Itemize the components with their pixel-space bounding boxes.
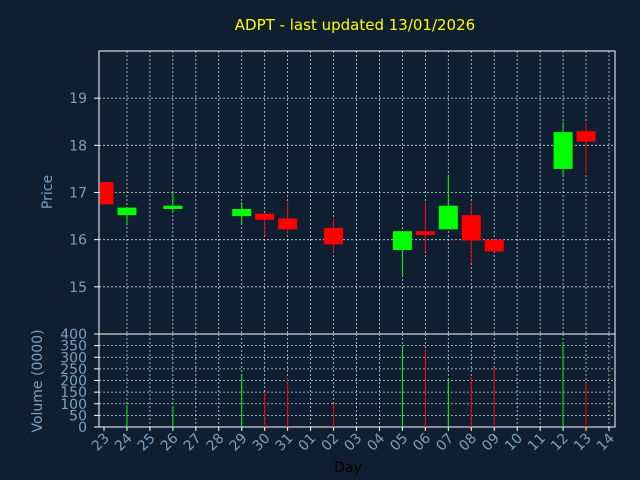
x-tick-label: 24	[112, 430, 136, 454]
price-axis-label: Price	[40, 175, 56, 209]
x-tick-label: 04	[364, 430, 388, 454]
x-tick-label: 28	[204, 431, 228, 455]
price-tick-label: 16	[69, 233, 87, 249]
candle-body-05	[392, 231, 412, 251]
candle-body-02	[324, 227, 344, 245]
x-tick-label: 06	[410, 430, 434, 454]
x-tick-label: 10	[502, 431, 526, 455]
x-tick-label: 14	[594, 430, 618, 454]
volume-tick-label: 350	[60, 339, 87, 355]
x-tick-label: 25	[135, 431, 159, 455]
price-tick-label: 17	[69, 186, 87, 202]
volume-tick-label: 400	[60, 327, 87, 343]
x-tick-label: 13	[571, 431, 595, 455]
price-tick-label: 15	[69, 280, 87, 296]
x-axis-label: Day	[334, 460, 362, 476]
candle-body-08	[461, 215, 481, 241]
candle-body-23	[100, 182, 114, 205]
candle-body-31	[278, 218, 298, 230]
candle-body-07	[438, 205, 458, 230]
candle-body-26	[163, 205, 183, 210]
volume-tick-label: 150	[60, 385, 87, 401]
volume-bars	[126, 342, 587, 427]
price-grid	[99, 51, 615, 334]
x-tick-label: 01	[295, 431, 319, 455]
x-tick-label: 08	[456, 431, 480, 455]
x-tick-label: 29	[227, 431, 251, 455]
x-tick-label: 26	[158, 430, 182, 454]
x-ticks: 23 24 25 26 27 28 29 30 31 01 02 03 04 05 06 07 08 09 10 11…	[89, 427, 618, 454]
candle-body-12	[553, 132, 573, 169]
x-tick-label: 27	[181, 431, 205, 455]
volume-tick-label: 100	[60, 397, 87, 413]
volume-tick-label: 50	[69, 408, 87, 424]
candle-body-29	[232, 209, 252, 217]
price-tick-label: 18	[69, 138, 87, 154]
candles	[100, 121, 596, 276]
x-tick-label: 31	[273, 431, 297, 455]
x-tick-label: 11	[525, 431, 549, 455]
candle-body-09	[484, 239, 504, 252]
volume-tick-label: 200	[60, 374, 87, 390]
candle-body-13	[576, 131, 596, 142]
x-tick-label: 07	[433, 431, 457, 455]
x-tick-label: 02	[318, 431, 342, 455]
x-tick-label: 23	[89, 431, 113, 455]
price-tick-label: 19	[69, 91, 87, 107]
chart-title: ADPT - last updated 13/01/2026	[235, 16, 475, 34]
price-panel: 15 16 17 18 19 Price	[40, 50, 616, 335]
volume-grid	[99, 333, 615, 428]
x-tick-label: 05	[387, 431, 411, 455]
volume-axis-label: Volume (0000)	[30, 329, 46, 432]
candle-body-06	[415, 231, 435, 235]
candle-body-30	[255, 213, 275, 220]
volume-tick-label: 250	[60, 362, 87, 378]
x-tick-label: 03	[341, 431, 365, 455]
x-tick-label: 30	[250, 431, 274, 455]
x-tick-label: 12	[548, 431, 572, 455]
candle-body-24	[117, 207, 137, 216]
price-y-ticks: 15 16 17 18 19	[69, 91, 99, 296]
x-tick-label: 09	[479, 431, 503, 455]
volume-tick-label: 300	[60, 350, 87, 366]
volume-tick-label: 0	[78, 420, 87, 436]
